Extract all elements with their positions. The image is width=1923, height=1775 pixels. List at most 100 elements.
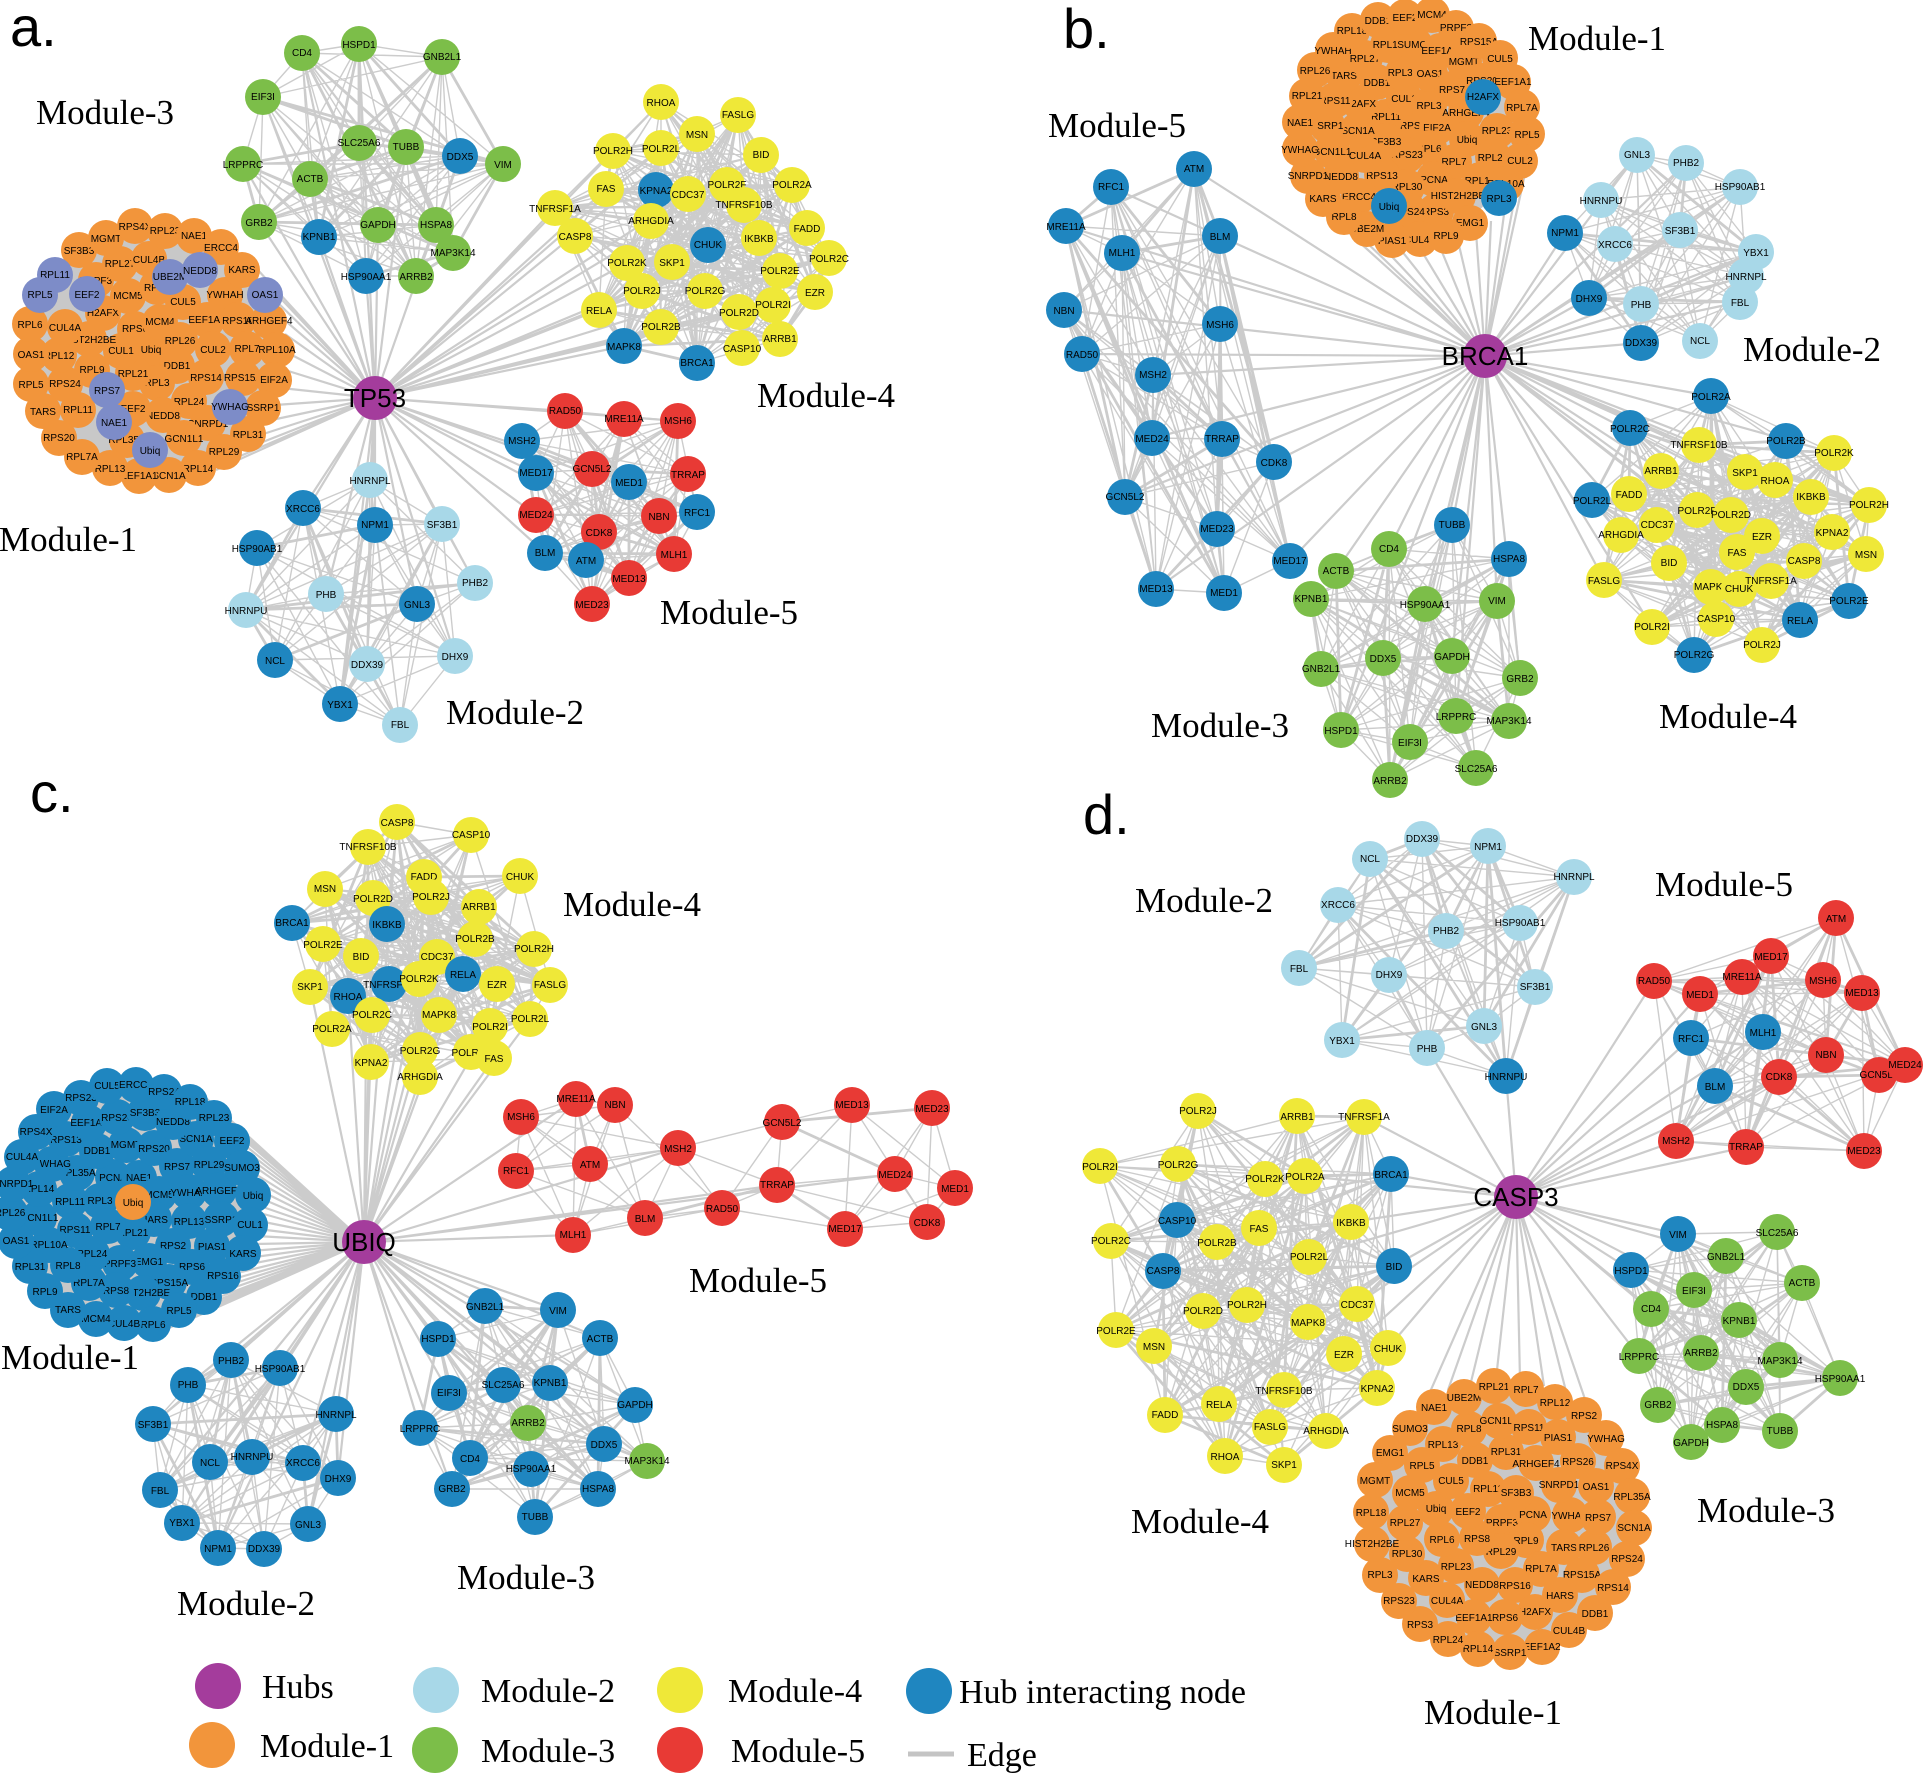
svg-text:LRPPRC: LRPPRC xyxy=(223,160,264,171)
svg-text:RPS11: RPS11 xyxy=(60,1225,91,1236)
svg-text:YWHAG: YWHAG xyxy=(1587,1434,1625,1445)
svg-text:RPL9: RPL9 xyxy=(1513,1536,1538,1547)
svg-text:SKP1: SKP1 xyxy=(1271,1460,1297,1471)
svg-text:SNRPD1: SNRPD1 xyxy=(1539,1480,1580,1491)
svg-text:CUL1: CUL1 xyxy=(108,346,134,357)
svg-text:POLR2L: POLR2L xyxy=(1290,1252,1329,1263)
svg-text:Module-1: Module-1 xyxy=(1528,19,1666,58)
svg-text:RPL35A: RPL35A xyxy=(58,1168,96,1179)
svg-text:ARRB2: ARRB2 xyxy=(1684,1348,1718,1359)
svg-text:SF3B3: SF3B3 xyxy=(1501,1488,1532,1499)
svg-text:Module-4: Module-4 xyxy=(1131,1502,1269,1541)
svg-text:MED23: MED23 xyxy=(915,1104,949,1115)
svg-text:RPL26: RPL26 xyxy=(1579,1543,1610,1554)
svg-text:ERCC4: ERCC4 xyxy=(1342,192,1376,203)
svg-text:CASP10: CASP10 xyxy=(723,344,762,355)
svg-text:CDC37: CDC37 xyxy=(1641,520,1674,531)
svg-text:SF3B1: SF3B1 xyxy=(427,520,458,531)
svg-text:RPS7: RPS7 xyxy=(1439,85,1466,96)
svg-text:RPL11: RPL11 xyxy=(1473,1484,1503,1495)
svg-text:CUL1: CUL1 xyxy=(1391,94,1417,105)
svg-text:HSPA8: HSPA8 xyxy=(1706,1420,1738,1431)
svg-text:HNRNPU: HNRNPU xyxy=(231,1452,274,1463)
svg-text:POLR2B: POLR2B xyxy=(1197,1238,1237,1249)
svg-text:MED13: MED13 xyxy=(835,1100,869,1111)
svg-text:RPL31: RPL31 xyxy=(233,430,264,441)
svg-text:PRPF3: PRPF3 xyxy=(1486,1518,1519,1529)
svg-text:RAD50: RAD50 xyxy=(1066,350,1099,361)
svg-text:KPNA2: KPNA2 xyxy=(1361,1384,1394,1395)
svg-text:MED1: MED1 xyxy=(1686,990,1714,1001)
svg-text:RPL21: RPL21 xyxy=(1479,1382,1510,1393)
svg-text:Module-1: Module-1 xyxy=(260,1728,394,1765)
svg-text:EEF2: EEF2 xyxy=(1392,13,1417,24)
svg-text:FAS: FAS xyxy=(597,184,616,195)
svg-text:MSH6: MSH6 xyxy=(1809,976,1837,987)
svg-text:Module-4: Module-4 xyxy=(728,1673,862,1710)
svg-text:RPL23: RPL23 xyxy=(150,226,181,237)
svg-text:RPL11: RPL11 xyxy=(40,270,70,281)
svg-text:XRCC6: XRCC6 xyxy=(286,1458,320,1469)
svg-text:CASP8: CASP8 xyxy=(559,232,592,243)
svg-text:HSPD1: HSPD1 xyxy=(1614,1266,1648,1277)
svg-text:CUL4A: CUL4A xyxy=(6,1152,39,1163)
svg-text:ATM: ATM xyxy=(576,556,596,567)
svg-text:EEF1A2: EEF1A2 xyxy=(1523,1642,1561,1653)
svg-text:RPL23: RPL23 xyxy=(1441,1562,1472,1573)
svg-text:MED1: MED1 xyxy=(941,1184,969,1195)
svg-text:RPL35A: RPL35A xyxy=(108,435,146,446)
svg-text:RPS16: RPS16 xyxy=(207,1271,239,1282)
svg-text:HSP90AA1: HSP90AA1 xyxy=(341,272,392,283)
svg-text:RPS24: RPS24 xyxy=(1611,1554,1643,1565)
svg-text:ARHGEF4: ARHGEF4 xyxy=(1442,108,1490,119)
svg-text:HSP90AB1: HSP90AB1 xyxy=(1495,918,1546,929)
svg-text:RPL23: RPL23 xyxy=(1482,126,1513,137)
svg-text:BLM: BLM xyxy=(635,1214,656,1225)
svg-text:ARHGEF4: ARHGEF4 xyxy=(195,1186,243,1197)
svg-text:RPL24: RPL24 xyxy=(174,397,205,408)
svg-text:FBL: FBL xyxy=(1290,964,1309,975)
svg-text:RELA: RELA xyxy=(1787,616,1813,627)
svg-text:RPL6: RPL6 xyxy=(140,1320,165,1331)
svg-text:DDB1: DDB1 xyxy=(191,1292,218,1303)
svg-text:BID: BID xyxy=(353,952,370,963)
svg-text:BID: BID xyxy=(753,150,770,161)
svg-text:FADD: FADD xyxy=(1152,1410,1179,1421)
svg-text:MED17: MED17 xyxy=(1754,952,1788,963)
svg-text:RPL30: RPL30 xyxy=(1392,182,1423,193)
svg-text:RPS24: RPS24 xyxy=(1393,207,1425,218)
svg-text:SSRP1: SSRP1 xyxy=(205,1215,238,1226)
svg-text:VIM: VIM xyxy=(494,160,512,171)
svg-text:RPL24: RPL24 xyxy=(77,1249,108,1260)
svg-text:SF3B3: SF3B3 xyxy=(130,1108,161,1119)
svg-text:IKBKB: IKBKB xyxy=(744,234,774,245)
svg-text:YWHAH: YWHAH xyxy=(206,290,243,301)
svg-text:CDK8: CDK8 xyxy=(1766,1072,1793,1083)
svg-text:GNB2L1: GNB2L1 xyxy=(423,52,462,63)
svg-text:CDK8: CDK8 xyxy=(1261,458,1288,469)
svg-text:TP53: TP53 xyxy=(344,383,406,413)
svg-text:NBN: NBN xyxy=(1053,306,1074,317)
svg-text:SLC25A6: SLC25A6 xyxy=(1455,764,1498,775)
svg-text:RPS7: RPS7 xyxy=(1585,1513,1612,1524)
svg-text:KPNB1: KPNB1 xyxy=(1295,594,1328,605)
svg-text:ARHGDIA: ARHGDIA xyxy=(1598,530,1644,541)
svg-text:POLR2J: POLR2J xyxy=(1743,640,1781,651)
svg-text:EEF1A1: EEF1A1 xyxy=(120,471,158,482)
svg-text:RPL7: RPL7 xyxy=(95,1222,120,1233)
svg-text:EZR: EZR xyxy=(1334,1350,1354,1361)
svg-text:EIF3I: EIF3I xyxy=(1398,738,1422,749)
svg-text:Module-2: Module-2 xyxy=(1135,881,1273,920)
svg-text:NCL: NCL xyxy=(200,1458,220,1469)
svg-text:FADD: FADD xyxy=(1616,490,1643,501)
svg-text:RAD50: RAD50 xyxy=(549,406,582,417)
svg-text:BLM: BLM xyxy=(1705,1082,1726,1093)
svg-text:SSRP1: SSRP1 xyxy=(1311,121,1344,132)
svg-text:Ubiq: Ubiq xyxy=(1379,202,1400,213)
svg-text:Module-1: Module-1 xyxy=(1,1338,139,1377)
svg-text:OAS1: OAS1 xyxy=(18,350,45,361)
svg-text:SCN1A: SCN1A xyxy=(1617,1523,1651,1534)
svg-text:MAPK8: MAPK8 xyxy=(607,342,641,353)
svg-text:FADD: FADD xyxy=(411,872,438,883)
svg-text:CUL1: CUL1 xyxy=(237,1220,263,1231)
